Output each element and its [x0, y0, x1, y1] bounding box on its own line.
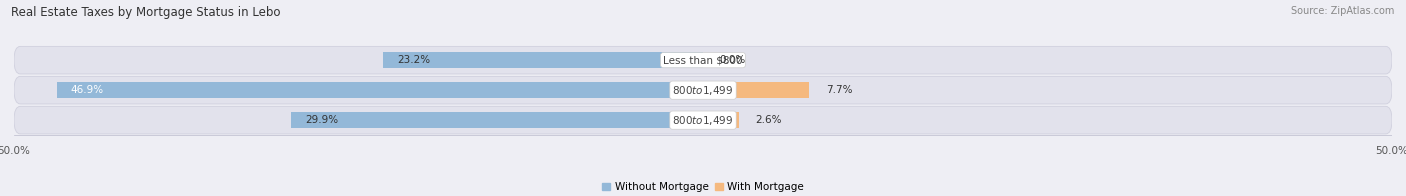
- Text: 7.7%: 7.7%: [825, 85, 852, 95]
- Text: 46.9%: 46.9%: [70, 85, 104, 95]
- Text: 29.9%: 29.9%: [305, 115, 337, 125]
- Text: Real Estate Taxes by Mortgage Status in Lebo: Real Estate Taxes by Mortgage Status in …: [11, 6, 281, 19]
- Bar: [291, 112, 703, 128]
- Text: 0.0%: 0.0%: [720, 55, 745, 65]
- Bar: [703, 112, 738, 128]
- Text: 23.2%: 23.2%: [396, 55, 430, 65]
- Bar: [56, 82, 703, 98]
- Bar: [384, 52, 703, 68]
- FancyBboxPatch shape: [14, 76, 1392, 104]
- FancyBboxPatch shape: [14, 46, 1392, 74]
- Text: Source: ZipAtlas.com: Source: ZipAtlas.com: [1291, 6, 1395, 16]
- Legend: Without Mortgage, With Mortgage: Without Mortgage, With Mortgage: [602, 182, 804, 192]
- Text: $800 to $1,499: $800 to $1,499: [672, 84, 734, 97]
- Bar: [703, 82, 808, 98]
- Text: 2.6%: 2.6%: [755, 115, 782, 125]
- FancyBboxPatch shape: [14, 106, 1392, 134]
- Text: $800 to $1,499: $800 to $1,499: [672, 114, 734, 127]
- Text: Less than $800: Less than $800: [664, 55, 742, 65]
